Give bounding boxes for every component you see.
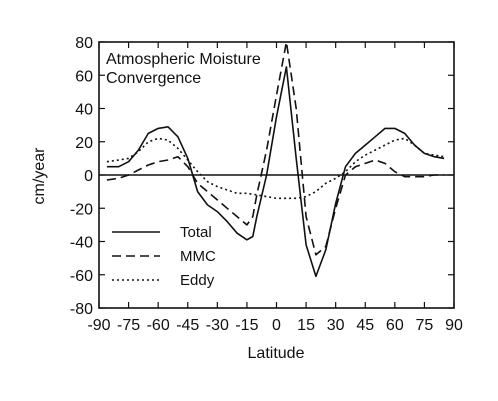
x-tick-label: -90	[87, 317, 110, 334]
x-tick-label: 0	[272, 317, 281, 334]
x-tick-label: 75	[416, 317, 434, 334]
legend-label-mmc: MMC	[180, 248, 216, 265]
x-tick-label: 30	[327, 317, 345, 334]
axis-ticks: -90 -75 -60 -45 -30 -15 0 15 30 45 60 75 90 -80 -60 -40…	[70, 35, 463, 334]
series-line-eddy	[106, 137, 445, 200]
y-tick-label: 60	[75, 68, 93, 85]
x-tick-label: -60	[147, 317, 170, 334]
chart-title-line-1: Atmospheric Moisture	[106, 51, 261, 68]
x-tick-label: 60	[386, 317, 404, 334]
x-axis-label: Latitude	[248, 345, 305, 362]
legend-label-total: Total	[180, 224, 212, 241]
x-tick-label: 90	[445, 317, 463, 334]
legend: Total MMC Eddy	[112, 224, 216, 289]
y-tick-label: -20	[70, 201, 93, 218]
y-tick-label: 20	[75, 135, 93, 152]
x-tick-label: -75	[117, 317, 140, 334]
y-tick-label: -80	[70, 301, 93, 318]
x-tick-label: -45	[176, 317, 199, 334]
chart-title-line-2: Convergence	[106, 70, 201, 87]
chart-title: Atmospheric Moisture Convergence	[106, 51, 261, 87]
series-lines	[106, 41, 445, 278]
y-tick-label: 0	[84, 168, 93, 185]
y-tick-label: -60	[70, 268, 93, 285]
x-tick-label: -30	[206, 317, 229, 334]
legend-label-eddy: Eddy	[180, 272, 215, 289]
x-tick-label: -15	[235, 317, 258, 334]
y-tick-label: -40	[70, 235, 93, 252]
series-line-mmc	[106, 41, 445, 256]
x-tick-label: 15	[297, 317, 315, 334]
y-tick-label: 80	[75, 35, 93, 52]
x-tick-label: 45	[356, 317, 374, 334]
y-axis-label: cm/year	[31, 147, 48, 205]
series-line-total	[106, 66, 445, 278]
y-tick-label: 40	[75, 102, 93, 119]
